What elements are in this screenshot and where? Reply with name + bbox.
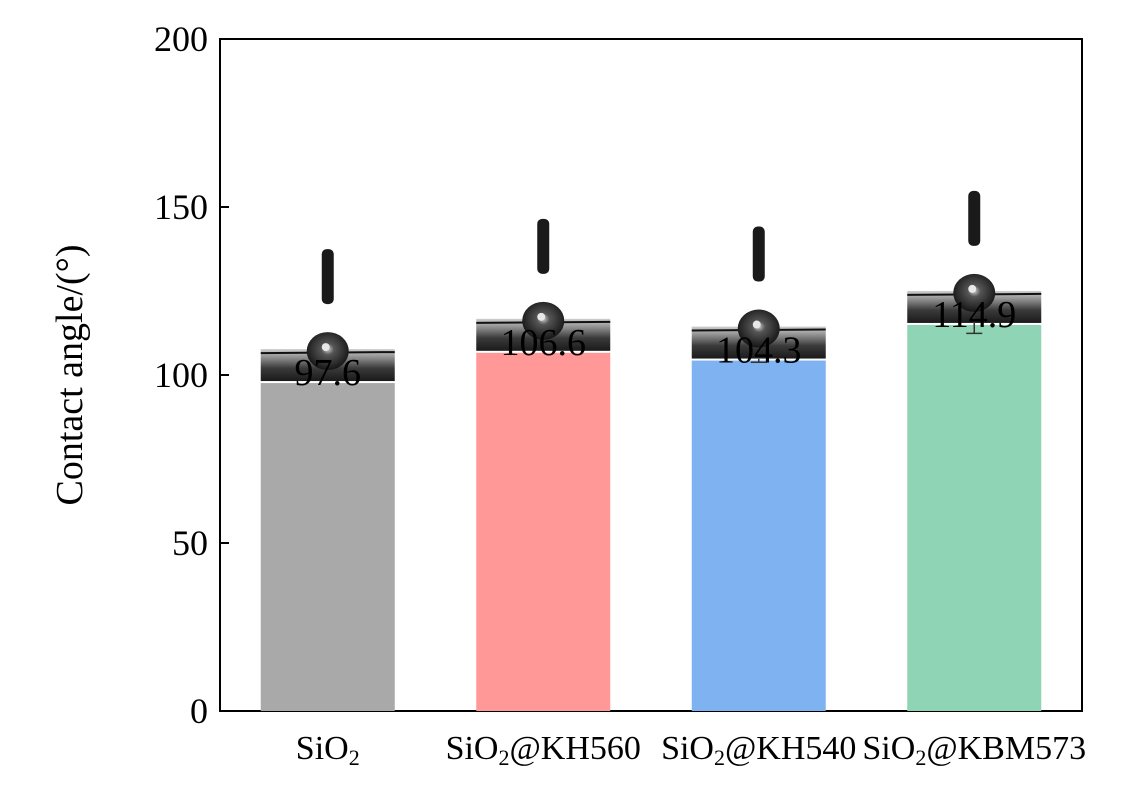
droplet-inset xyxy=(260,249,395,382)
droplet-inset xyxy=(476,218,611,351)
syringe-needle xyxy=(321,249,334,305)
droplet-highlight xyxy=(321,343,330,352)
water-droplet xyxy=(306,332,349,371)
bar xyxy=(907,324,1042,711)
droplet-highlight xyxy=(537,312,546,321)
syringe-needle xyxy=(968,190,981,246)
bar-value-label: 114.9 xyxy=(932,294,1016,336)
y-tick-label: 100 xyxy=(154,355,208,395)
droplet-highlight xyxy=(752,320,761,329)
syringe-needle xyxy=(752,226,765,282)
value-labels-group: 97.6 106.6 104.3 114.9 xyxy=(295,294,1017,394)
y-tick-label: 0 xyxy=(190,691,208,731)
x-tick-label: SiO2@KH540 xyxy=(661,730,856,770)
bar-value-label: 106.6 xyxy=(501,322,587,364)
bar xyxy=(260,383,395,711)
bar-value-label: 104.3 xyxy=(716,330,802,372)
x-tick-label: SiO2@KBM573 xyxy=(862,730,1086,770)
x-axis-labels-group: SiO2 SiO2@KH560 SiO2@KH540 SiO2@KBM573 xyxy=(296,730,1086,770)
x-tick-label: SiO2@KH560 xyxy=(446,730,641,770)
bar xyxy=(691,360,826,711)
y-axis-title: Contact angle/(°) xyxy=(49,244,91,505)
bars-group xyxy=(260,324,1042,711)
droplet-inset xyxy=(691,226,826,359)
syringe-needle xyxy=(537,218,550,274)
y-tick-label: 50 xyxy=(172,523,208,563)
water-droplet xyxy=(737,309,780,348)
water-droplet xyxy=(522,301,565,340)
bar-value-label: 97.6 xyxy=(295,352,362,394)
error-bars-group xyxy=(750,316,983,363)
droplet-highlight xyxy=(968,284,977,293)
bar xyxy=(476,352,611,711)
water-droplet xyxy=(953,273,996,312)
y-tick-label: 200 xyxy=(154,19,208,59)
y-axis-ticks-group: 0 50 100 150 200 xyxy=(154,19,229,731)
x-tick-label: SiO2 xyxy=(296,730,360,770)
y-tick-label: 150 xyxy=(154,187,208,227)
